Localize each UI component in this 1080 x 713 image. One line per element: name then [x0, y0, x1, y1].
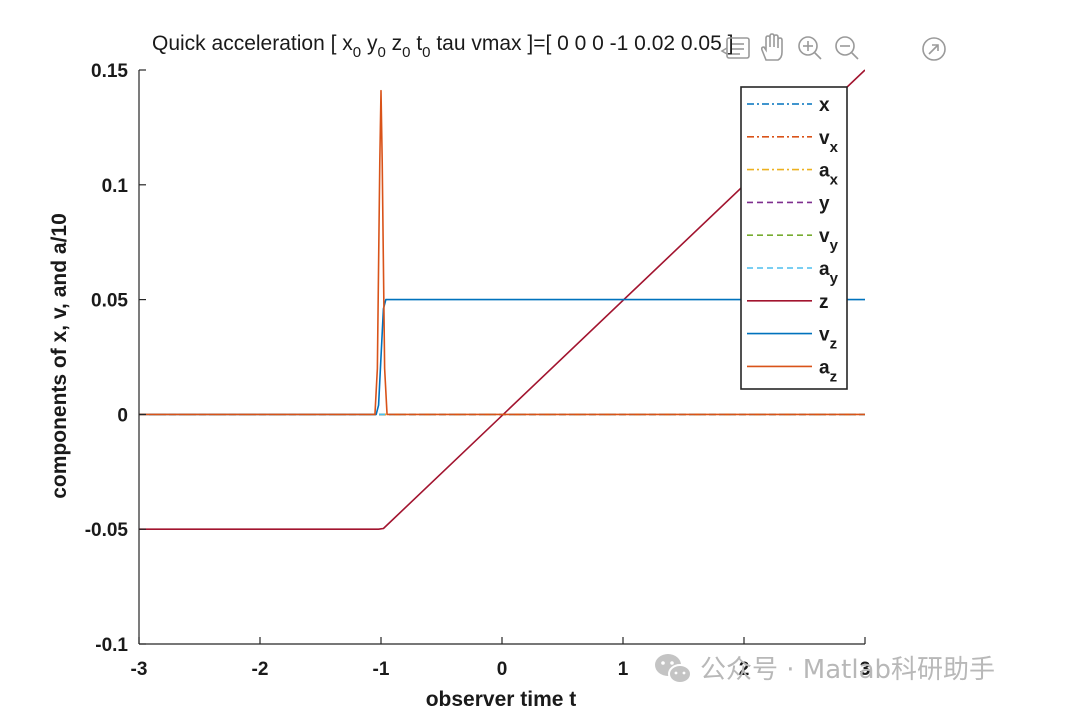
legend-label: vx [819, 128, 839, 156]
wechat-icon [655, 654, 692, 684]
pan-hand-icon[interactable] [760, 33, 783, 61]
legend[interactable]: x vx ax y vy ay z vz az [740, 86, 848, 390]
x-tick-label: 3 [860, 659, 871, 680]
legend-item[interactable]: x [747, 95, 830, 116]
x-tick-label: 2 [739, 659, 750, 680]
y-tick-label: -0.05 [85, 520, 129, 541]
x-tick-label: 1 [618, 659, 629, 680]
legend-label: y [819, 193, 830, 214]
legend-item[interactable]: y [747, 193, 830, 214]
x-tick-label: -3 [131, 659, 148, 680]
y-tick-label: 0.05 [91, 291, 128, 312]
x-axis-title: observer time t [426, 688, 577, 711]
data-tips-icon[interactable] [720, 37, 750, 59]
legend-label: z [819, 292, 829, 313]
x-tick-label: -2 [252, 659, 269, 680]
x-tick-label: 0 [497, 659, 508, 680]
series-line-v-z [139, 298, 865, 416]
restore-view-icon[interactable] [922, 37, 946, 61]
y-tick-label: 0.1 [102, 176, 129, 197]
legend-label: x [819, 95, 830, 116]
legend-label: ay [819, 259, 839, 287]
legend-item[interactable]: ax [747, 161, 839, 189]
zoom-out-icon[interactable] [835, 36, 859, 60]
zoom-in-icon[interactable] [798, 36, 822, 60]
series-line-a-z [139, 89, 865, 416]
series-layer [139, 69, 865, 531]
axes-layer: -3 -2 -1 0 1 2 3 -0.1 -0.05 0 0.05 0.1 0.15 [85, 61, 871, 680]
legend-item[interactable]: ay [747, 259, 839, 287]
y-tick-label: 0 [117, 405, 128, 426]
legend-item[interactable]: vy [747, 226, 839, 254]
legend-item[interactable]: vx [747, 128, 839, 156]
x-tick-label: -1 [373, 659, 390, 680]
legend-item[interactable]: vz [747, 325, 837, 353]
watermark: 公众号 · Matlab科研助手 [655, 654, 995, 685]
legend-label: ax [819, 161, 839, 189]
legend-label: vz [819, 325, 837, 353]
chart-title: Quick acceleration [ x0 y0 z0 t0 tau vma… [152, 32, 733, 61]
legend-item[interactable]: z [747, 292, 829, 313]
axes-toolbar [720, 33, 946, 61]
y-axis-title: components of x, v, and a/10 [48, 213, 71, 499]
legend-label: vy [819, 226, 839, 254]
legend-label: az [819, 357, 837, 385]
legend-item[interactable]: az [747, 357, 837, 385]
y-tick-label: 0.15 [91, 61, 128, 82]
plot-area: -3 -2 -1 0 1 2 3 -0.1 -0.05 0 0.05 0.1 0.15 [85, 61, 871, 680]
watermark-text: 公众号 · Matlab科研助手 [700, 655, 995, 685]
y-tick-label: -0.1 [95, 635, 128, 656]
